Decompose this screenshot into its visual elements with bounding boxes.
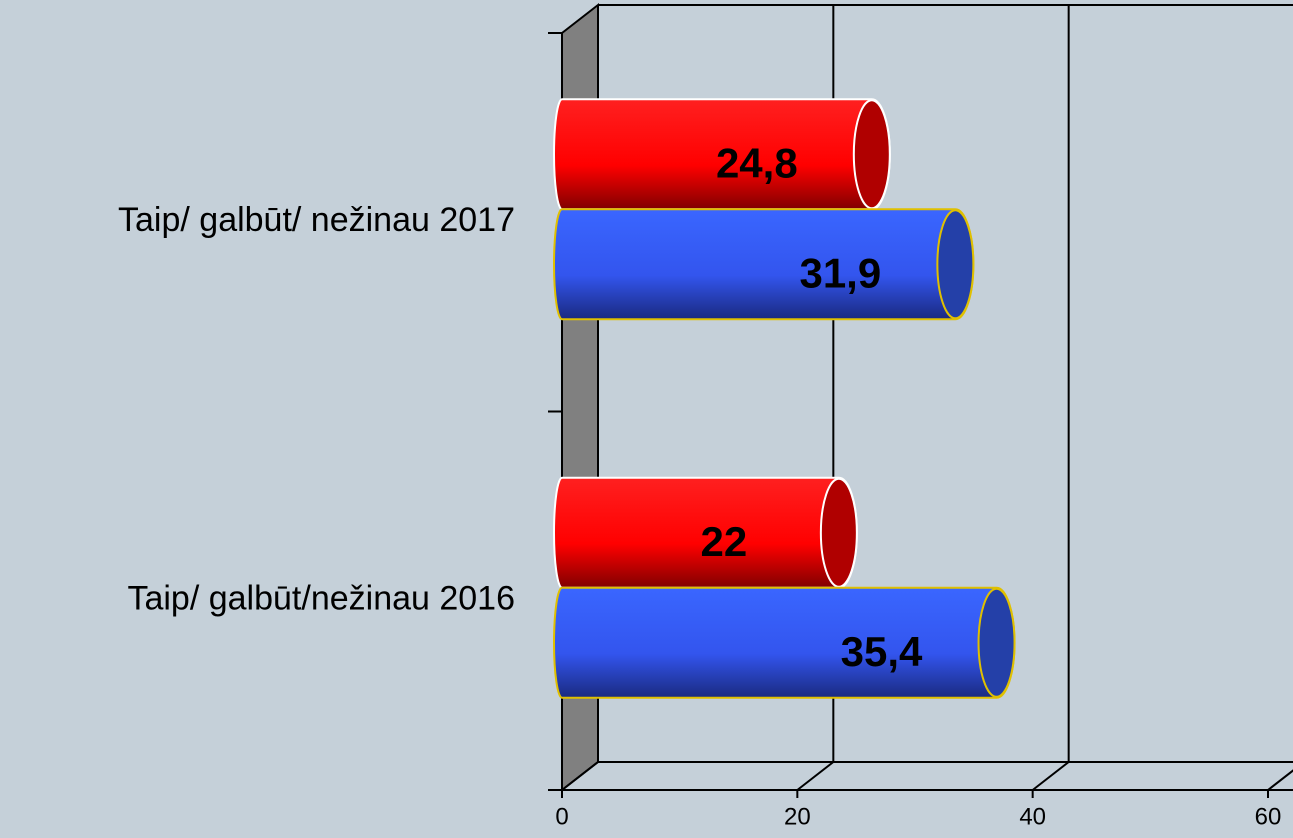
floor-line <box>1032 761 1070 791</box>
value-label: 24,8 <box>716 139 798 186</box>
x-tick-label: 0 <box>555 803 568 830</box>
value-label: 22 <box>701 518 748 565</box>
value-label: 35,4 <box>841 628 923 675</box>
floor-line <box>561 761 599 791</box>
floor-line <box>1267 769 1293 791</box>
bar <box>553 208 975 321</box>
bar-cap <box>852 99 891 210</box>
category-label: Taip/ galbūt/ nežinau 2017 <box>118 201 515 239</box>
x-tick-label: 40 <box>1019 803 1046 830</box>
bar-cap <box>936 209 975 320</box>
x-tick-label: 60 <box>1255 803 1282 830</box>
bar-cap <box>819 477 858 588</box>
x-tick-label: 20 <box>784 803 811 830</box>
bar <box>553 586 1016 699</box>
floor-line <box>796 761 834 791</box>
value-label: 31,9 <box>799 249 881 296</box>
category-label: Taip/ galbūt/nežinau 2016 <box>127 580 515 618</box>
bar-cap <box>977 587 1016 698</box>
